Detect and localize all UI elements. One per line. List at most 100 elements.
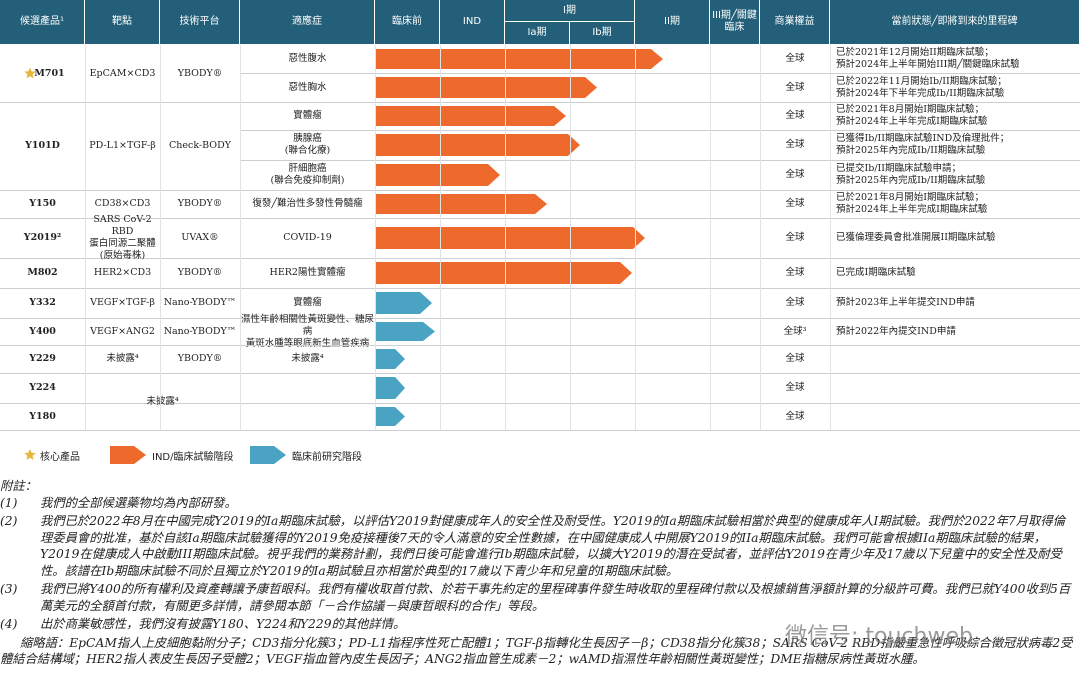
candidate: M802 xyxy=(27,267,58,278)
row-line xyxy=(240,130,1080,131)
header-cell: 商業權益 xyxy=(760,0,830,45)
rights: 全球³ xyxy=(783,325,807,337)
row-line xyxy=(240,73,1080,74)
candidate: Y224 xyxy=(29,382,56,393)
stage-arrow xyxy=(375,377,405,399)
rights: 全球 xyxy=(785,297,805,308)
status: 已於2021年8月開始I期臨床試驗； 預計2024年上半年完成I期臨床試驗 xyxy=(830,190,1080,218)
notes: 附註： (1) 我們的全部候選藥物均為內部研發。 (2) 我們已於2022年8月在中國… xyxy=(0,478,1075,668)
text-line: 蛋白同源二聚體 xyxy=(89,238,156,249)
legend-arrow xyxy=(110,446,146,464)
platform: Nano-YBODY™ xyxy=(163,325,237,337)
status: 已於2021年8月開始I期臨床試驗； 預計2024年上半年完成I期臨床試驗 xyxy=(830,102,1080,130)
note: (2) 我們已於2022年8月在中國完成Y2019的Ia期臨床試驗，以評估Y201… xyxy=(0,513,1075,579)
stage-arrow xyxy=(375,49,663,69)
status: 已完成I期臨床試驗 xyxy=(830,258,1080,288)
note: (1) 我們的全部候選藥物均為內部研發。 xyxy=(0,495,1075,512)
status: 已提交Ib/II期臨床試驗申請； 預計2025年內完成Ib/II期臨床試驗 xyxy=(830,160,1080,190)
stage-arrow xyxy=(375,227,645,249)
text-line: 預計2024年下半年完成Ib/II期臨床試驗 xyxy=(836,87,1005,99)
candidate: Y400 xyxy=(29,325,56,337)
col-line xyxy=(160,45,161,430)
text-line: (聯合免疫抑制劑) xyxy=(270,175,345,186)
row-line xyxy=(0,403,1080,404)
notes-title: 附註： xyxy=(0,479,37,493)
note-marker: (3) xyxy=(0,582,18,596)
stage-arrow xyxy=(375,134,580,156)
stage-arrow xyxy=(375,349,405,369)
rights: 全球 xyxy=(785,198,805,209)
row-line xyxy=(0,345,1080,346)
header-cell: Ia期 xyxy=(505,22,570,45)
platform: UVAX® xyxy=(181,232,219,243)
legend-label: IND/臨床試驗階段 xyxy=(152,452,234,463)
text-line: 已於2022年11月開始Ib/II期臨床試驗； xyxy=(836,75,1007,87)
platform: Check-BODY xyxy=(169,140,231,151)
text-line: 濕性年齡相關性黃斑變性、糖尿病 xyxy=(240,313,374,337)
text-line: 肝細胞癌 xyxy=(288,163,327,174)
header-cell: 臨床前 xyxy=(375,0,440,45)
col-line xyxy=(830,45,831,430)
row-line xyxy=(0,258,1080,259)
text-line: 預計2023年上半年提交IND申請 xyxy=(836,297,975,308)
text-line: 已於2021年12月開始II期臨床試驗； xyxy=(836,47,994,58)
stage-arrow xyxy=(375,194,547,214)
stage-arrow xyxy=(375,77,597,98)
rights: 全球 xyxy=(785,81,805,93)
col-line xyxy=(570,45,571,430)
row-line xyxy=(0,288,1080,289)
core-star xyxy=(24,449,36,460)
legend-label: 臨床前研究階段 xyxy=(292,452,362,463)
col-line xyxy=(440,45,441,430)
target: VEGF×ANG2 xyxy=(90,325,155,337)
text-line: 黃斑水腫等眼底新生血管疾病 xyxy=(245,337,370,349)
rights: 全球 xyxy=(785,353,805,364)
text-line: 已獲倫理委員會批准開展II期臨床試驗 xyxy=(836,232,996,243)
text-line: 預計2024年上半年完成I期臨床試驗 xyxy=(836,116,988,127)
row-line xyxy=(0,318,1080,319)
rights: 全球 xyxy=(785,53,805,64)
note-text: 我們的全部候選藥物均為內部研發。 xyxy=(40,495,237,510)
status: 已獲得Ib/II期臨床試驗IND及倫理批件； 預計2025年內完成Ib/II期臨床… xyxy=(830,130,1080,160)
status: 預計2022年內提交IND申請 xyxy=(830,318,1080,345)
stage-arrow xyxy=(375,407,405,426)
text-line: 預計2025年內完成Ib/II期臨床試驗 xyxy=(836,145,986,156)
legend-label: 核心產品 xyxy=(40,452,80,463)
indication: 實體瘤 xyxy=(293,297,322,308)
platform: Nano-YBODY™ xyxy=(163,297,237,308)
row-line xyxy=(0,430,1080,431)
text-line: 胰腺癌 xyxy=(293,133,322,144)
indication: HER2陽性實體瘤 xyxy=(269,267,346,278)
col-line xyxy=(710,45,711,430)
note: (3) 我們已將Y400的所有權利及資產轉讓予康哲眼科。我們有權收取首付款、於若干… xyxy=(0,581,1075,614)
indication: 復發╱難治性多發性骨髓瘤 xyxy=(252,198,363,209)
target: EpCAM×CD3 xyxy=(89,67,156,79)
text-line: SARS CoV-2 RBD xyxy=(93,214,152,237)
stage-arrow xyxy=(375,262,632,284)
note-text: 我們已於2022年8月在中國完成Y2019的Ia期臨床試驗，以評估Y2019對健… xyxy=(40,514,1066,578)
text-line: (聯合化療) xyxy=(284,145,331,156)
col-line xyxy=(505,45,506,430)
candidate: Y2019² xyxy=(23,232,62,243)
indication: 惡性胸水 xyxy=(288,81,327,93)
row-line xyxy=(240,160,1080,161)
status: 已獲倫理委員會批准開展II期臨床試驗 xyxy=(830,218,1080,258)
row-line xyxy=(0,190,1080,191)
rights: 全球 xyxy=(785,267,805,278)
note-text: 我們已將Y400的所有權利及資產轉讓予康哲眼科。我們有權收取首付款、於若干事先約… xyxy=(40,582,1071,613)
candidate: Y332 xyxy=(29,297,56,308)
header-cell: 適應症 xyxy=(240,0,375,45)
candidate: M701 xyxy=(34,67,65,79)
platform: YBODY® xyxy=(177,67,223,79)
header-cell: IND xyxy=(440,0,505,45)
legend-arrow xyxy=(250,446,286,464)
indication: 未披露⁴ xyxy=(291,353,324,364)
text-line: 已完成I期臨床試驗 xyxy=(836,267,916,278)
note-text: 出於商業敏感性，我們沒有披露Y180、Y224和Y229的其他詳情。 xyxy=(40,617,406,631)
stage-arrow xyxy=(375,106,566,126)
span-label: 未披露⁴ xyxy=(146,395,179,407)
header-cell: III期╱關鍵臨床 xyxy=(710,0,760,45)
platform: YBODY® xyxy=(177,267,223,278)
header-cell: 靶點 xyxy=(85,0,160,45)
